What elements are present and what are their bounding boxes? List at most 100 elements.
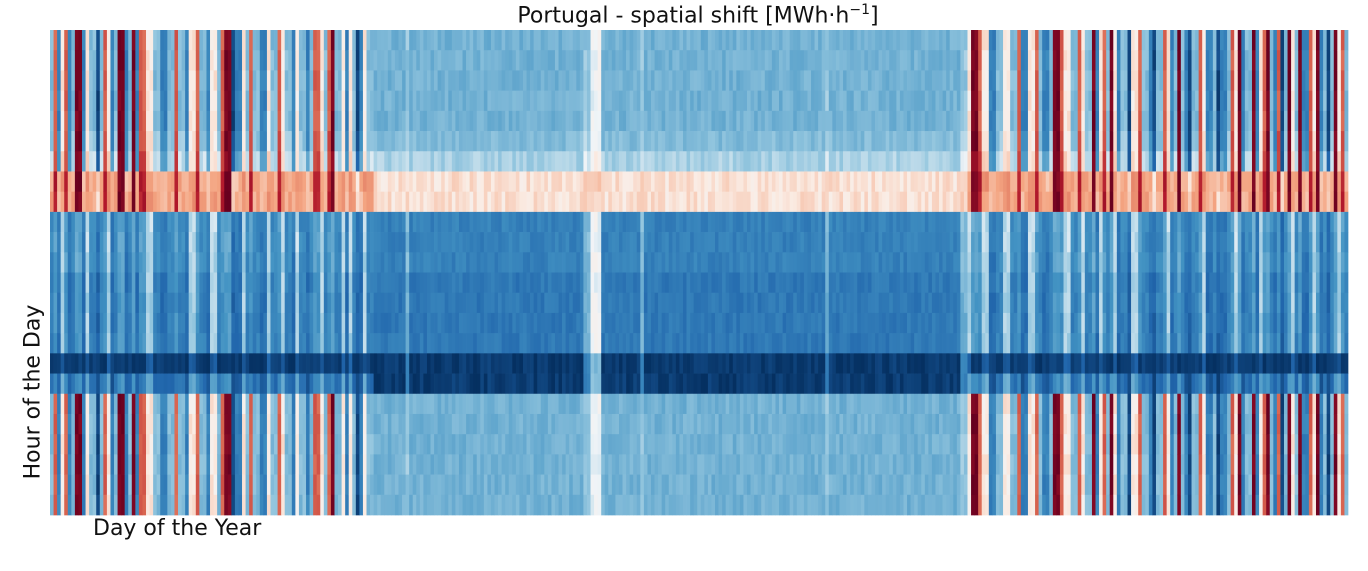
heatmap-cell [530,494,534,516]
heatmap-cell [238,434,243,455]
heatmap-cell [629,30,634,51]
heatmap-cell [761,434,766,455]
heatmap-cell [291,413,296,435]
heatmap-cell [210,50,214,71]
heatmap-cell [764,50,769,71]
heatmap-cell [690,474,695,496]
heatmap-cell [430,312,435,334]
heatmap-cell [384,474,389,496]
heatmap-cell [764,312,769,334]
heatmap-cell [501,50,506,71]
heatmap-cell [341,312,346,334]
heatmap-cell [60,333,65,354]
heatmap-cell [259,312,264,334]
heatmap-cell [601,373,606,395]
heatmap-cell [782,30,787,51]
heatmap-cell [405,353,410,374]
heatmap-cell [729,292,734,314]
heatmap-cell [103,70,108,91]
heatmap-cell [551,454,556,475]
heatmap-cell [683,30,687,51]
heatmap-cell [341,252,346,273]
heatmap-cell [117,494,122,516]
heatmap-cell [597,90,602,112]
heatmap-cell [707,211,712,233]
heatmap-cell [142,110,147,132]
heatmap-cell [779,393,783,415]
heatmap-cell [412,171,417,193]
heatmap-cell [387,110,392,132]
heatmap-cell [434,110,438,132]
heatmap-cell [96,353,101,374]
heatmap-cell [761,211,766,233]
heatmap-cell [576,50,581,71]
heatmap-cell [540,151,545,172]
heatmap-cell [355,272,360,294]
heatmap-cell [163,50,168,71]
heatmap-cell [163,211,168,233]
heatmap-cell [359,312,364,334]
heatmap-cell [633,110,638,132]
heatmap-cell [565,272,570,294]
heatmap-cell [380,373,385,395]
heatmap-cell [423,171,428,193]
heatmap-cell [750,393,755,415]
heatmap-cell [658,413,663,435]
heatmap-cell [370,373,374,395]
heatmap-cell [750,434,755,455]
heatmap-cell [498,272,502,294]
heatmap-cell [768,353,773,374]
heatmap-cell [494,70,499,91]
heatmap-cell [281,474,286,496]
heatmap-cell [53,333,58,354]
heatmap-cell [547,312,552,334]
heatmap-cells [50,30,1349,516]
heatmap-cell [786,252,791,273]
heatmap-cell [707,191,712,213]
heatmap-cell [153,373,158,395]
heatmap-cell [295,454,300,475]
heatmap-cell [764,211,769,233]
heatmap-cell [558,70,563,91]
heatmap-cell [594,252,598,273]
heatmap-cell [67,434,72,455]
heatmap-cell [405,110,410,132]
heatmap-cell [160,70,165,91]
heatmap-cell [85,252,90,273]
heatmap-cell [426,474,431,496]
heatmap-cell [85,30,90,51]
heatmap-cell [615,272,620,294]
heatmap-cell [650,333,655,354]
heatmap-cell [259,252,264,273]
heatmap-cell [754,494,759,516]
heatmap-cell [537,131,542,152]
heatmap-cell [757,110,762,132]
heatmap-cell [498,333,502,354]
heatmap-cell [185,50,190,71]
heatmap-cell [565,413,570,435]
heatmap-cell [174,211,179,233]
heatmap-cell [64,312,69,334]
heatmap-cell [608,494,613,516]
heatmap-cell [320,131,325,152]
heatmap-cell [747,353,751,374]
heatmap-cell [441,211,446,233]
heatmap-cell [185,252,190,273]
heatmap-cell [764,90,769,112]
heatmap-cell [725,393,730,415]
heatmap-cell [526,474,531,496]
heatmap-cell [508,131,513,152]
heatmap-cell [707,454,712,475]
heatmap-cell [377,272,382,294]
heatmap-cell [661,191,666,213]
heatmap-cell [266,292,271,314]
heatmap-cell [786,413,791,435]
heatmap-cell [103,454,108,475]
heatmap-cell [352,333,357,354]
heatmap-cell [487,333,492,354]
heatmap-cell [764,474,769,496]
heatmap-cell [384,373,389,395]
heatmap-cell [131,171,136,193]
heatmap-cell [380,131,385,152]
heatmap-cell [526,434,531,455]
